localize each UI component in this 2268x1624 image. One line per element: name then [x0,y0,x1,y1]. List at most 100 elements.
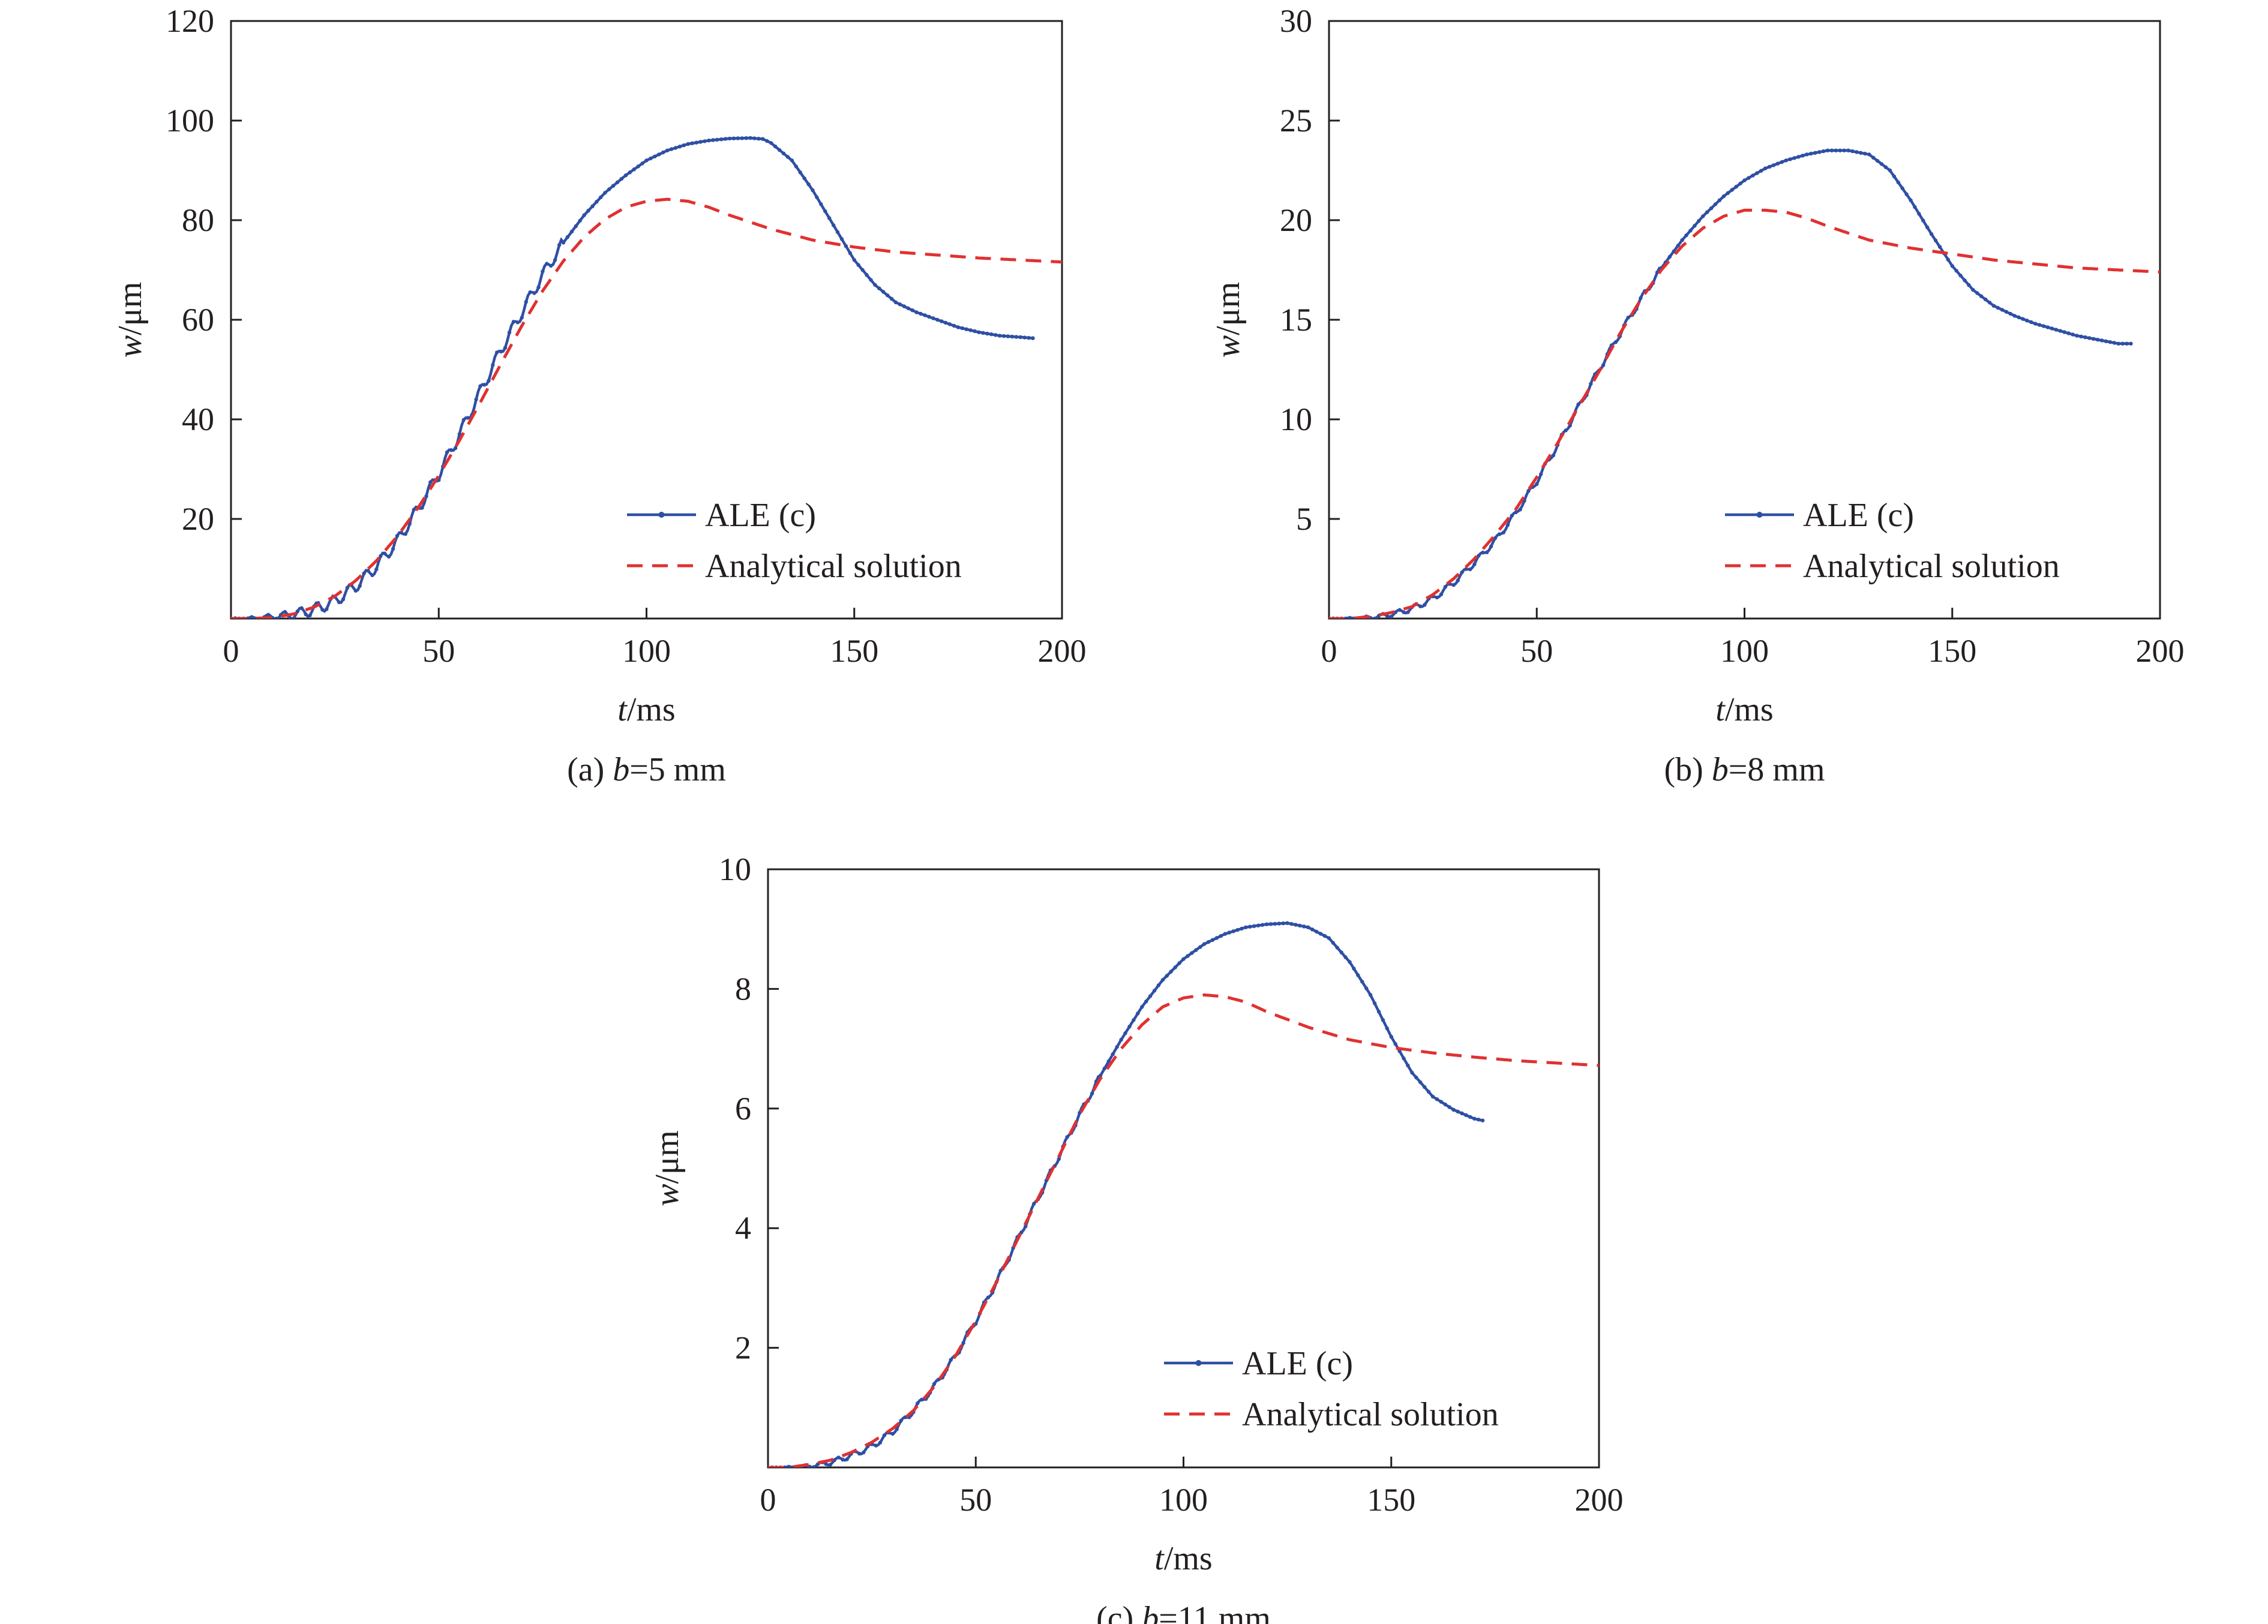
data-point [528,290,532,295]
x-tick-label: 0 [1321,633,1337,669]
y-tick-label: 120 [166,3,214,39]
data-point [466,416,470,420]
data-point [1514,510,1518,514]
data-point [1564,428,1568,433]
data-point [1393,610,1397,614]
data-point [890,1431,895,1436]
data-point [1713,202,1718,206]
data-point [1381,1018,1385,1022]
data-point [844,244,848,248]
data-point [1123,1031,1127,1035]
data-point [773,145,778,149]
data-point [250,615,254,619]
data-point [1697,219,1701,223]
data-point [2092,337,2096,341]
data-point [1829,148,1834,152]
data-point [1717,198,1722,202]
data-point [956,325,961,329]
y-tick-label: 60 [182,302,214,338]
data-point [940,319,944,323]
data-point [1106,1059,1111,1064]
data-point [2066,331,2071,335]
data-point [1909,198,1913,202]
data-point [1477,1118,1481,1122]
data-point [1019,1230,1024,1235]
data-point [1904,192,1909,196]
legend-marker-ale [658,512,665,518]
data-point [1613,340,1618,344]
data-point [374,567,379,572]
legend: ALE (c) Analytical solution [627,497,962,585]
data-point [295,609,299,614]
data-point [1775,161,1780,166]
data-point [1435,1097,1439,1101]
data-point [787,1464,791,1467]
x-tick-label: 50 [422,633,455,669]
x-tick-label: 50 [1520,633,1553,669]
y-axis-label: w/μm [112,282,149,358]
data-point [806,182,811,187]
data-point [1477,554,1481,558]
data-point [1759,169,1763,173]
data-point [1464,567,1468,571]
data-point [1024,1224,1028,1229]
legend: ALE (c) Analytical solution [1164,1345,1499,1433]
x-axis-label-var: t [617,691,628,728]
data-point [989,332,994,337]
data-point [1206,940,1211,944]
data-point [1626,316,1630,320]
data-point [553,258,557,262]
data-point [1958,274,1963,278]
data-point [740,136,745,140]
data-point [1763,166,1768,170]
data-point [1177,961,1181,965]
data-point [615,180,620,185]
data-point [574,224,578,229]
data-point [2095,338,2100,342]
legend-label-ale: ALE (c) [1803,497,1914,534]
data-point [482,383,487,387]
data-point [986,1295,991,1299]
data-point [1456,1109,1460,1114]
data-point [1788,157,1792,161]
data-point [1298,923,1302,928]
data-point [831,223,836,227]
legend-label-analytical: Analytical solution [1242,1396,1499,1433]
data-point [1244,925,1248,929]
data-point [487,379,491,383]
data-point [1227,930,1231,935]
y-tick-label: 8 [735,971,751,1007]
data-point [1098,1073,1103,1078]
data-point [320,608,325,612]
data-point [823,209,827,214]
y-axis-label-unit: /μm [649,1130,686,1184]
data-point [1360,980,1364,984]
data-point [640,161,644,166]
data-point [1190,951,1194,955]
data-point [1443,1102,1447,1107]
data-point [665,148,670,152]
data-point [1127,1025,1132,1029]
data-point [2116,341,2120,346]
data-point [2025,319,2029,323]
data-point [1322,933,1327,938]
data-point [1181,957,1186,961]
data-point [781,151,786,155]
data-point [586,209,590,213]
data-point [2000,308,2005,312]
data-point [1343,955,1348,959]
data-point [1975,291,1979,295]
data-point [524,300,528,304]
data-point [1468,1115,1472,1119]
y-tick-label: 25 [1280,103,1312,139]
data-point [457,432,462,436]
data-point [985,331,989,336]
data-point [266,613,271,617]
data-point [1991,304,1996,308]
data-point [2120,341,2125,346]
data-point [2033,322,2038,326]
data-point [1655,270,1660,275]
data-point [1152,989,1157,993]
data-point [1343,616,1348,619]
series-markers-ale [768,921,1485,1467]
